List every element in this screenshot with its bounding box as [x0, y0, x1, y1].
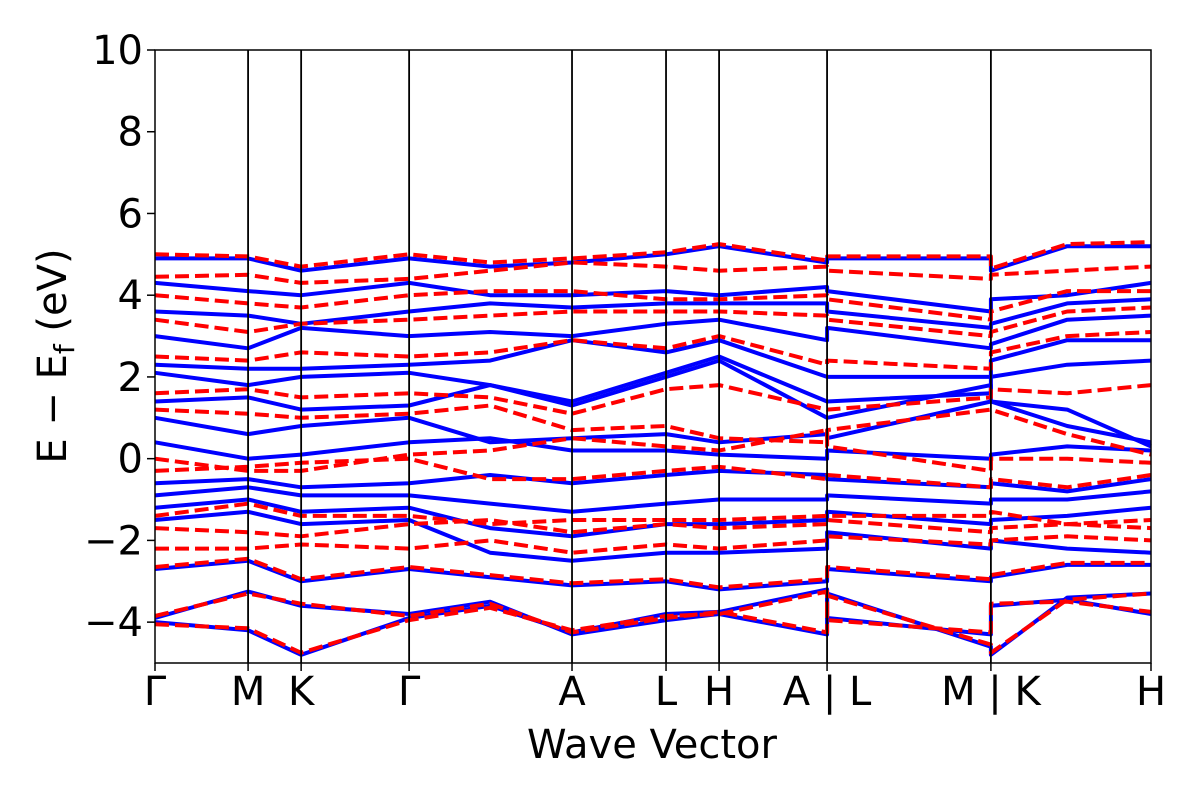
x-tick-label-9: H [1136, 669, 1166, 715]
y-ticks: −4 −2 0 2 4 6 8 10 [84, 28, 155, 646]
y-tick-label-4: 4 [118, 273, 143, 319]
solid-band-line-5 [154, 485, 1152, 514]
y-tick-label-1: −2 [84, 518, 143, 564]
kpoint-lines [247, 50, 992, 663]
y-tick-label-7: 10 [92, 28, 143, 74]
x-axis-label: Wave Vector [527, 722, 778, 768]
y-tick-label-2: 0 [118, 437, 143, 483]
y-tick-label-0: −4 [84, 600, 143, 646]
x-tick-label-0: Γ [144, 669, 167, 715]
x-tick-label-5: L [655, 669, 678, 715]
x-tick-label-2: K [288, 669, 316, 715]
x-tick-label-3: Γ [398, 669, 421, 715]
dashed-band-line-2 [154, 556, 1151, 590]
x-tick-label-7: A | L [783, 669, 872, 715]
solid-band-line-11 [154, 338, 1151, 379]
y-axis-label: E − Ef (eV) [30, 248, 81, 463]
plot-lines [154, 240, 1152, 657]
y-axis-label-main: E − E [30, 354, 76, 464]
y-tick-label-5: 6 [118, 191, 143, 237]
y-tick-label-3: 2 [118, 355, 143, 401]
y-axis-label-unit: (eV) [30, 248, 76, 331]
x-tick-label-1: M [231, 669, 266, 715]
plot-frame [154, 49, 1152, 664]
y-tick-label-6: 8 [118, 110, 143, 156]
solid-band-line-7 [154, 436, 1152, 461]
y-axis-label-subscript: f [48, 343, 81, 354]
solid-band-line-0 [154, 589, 1152, 657]
dashed-band-line-3 [155, 534, 1152, 555]
dashed-band-line-14 [154, 240, 1152, 271]
x-tick-label-4: A [558, 669, 586, 715]
x-tick-label-8: M | K [941, 669, 1042, 715]
x-tick-label-6: H [704, 669, 734, 715]
